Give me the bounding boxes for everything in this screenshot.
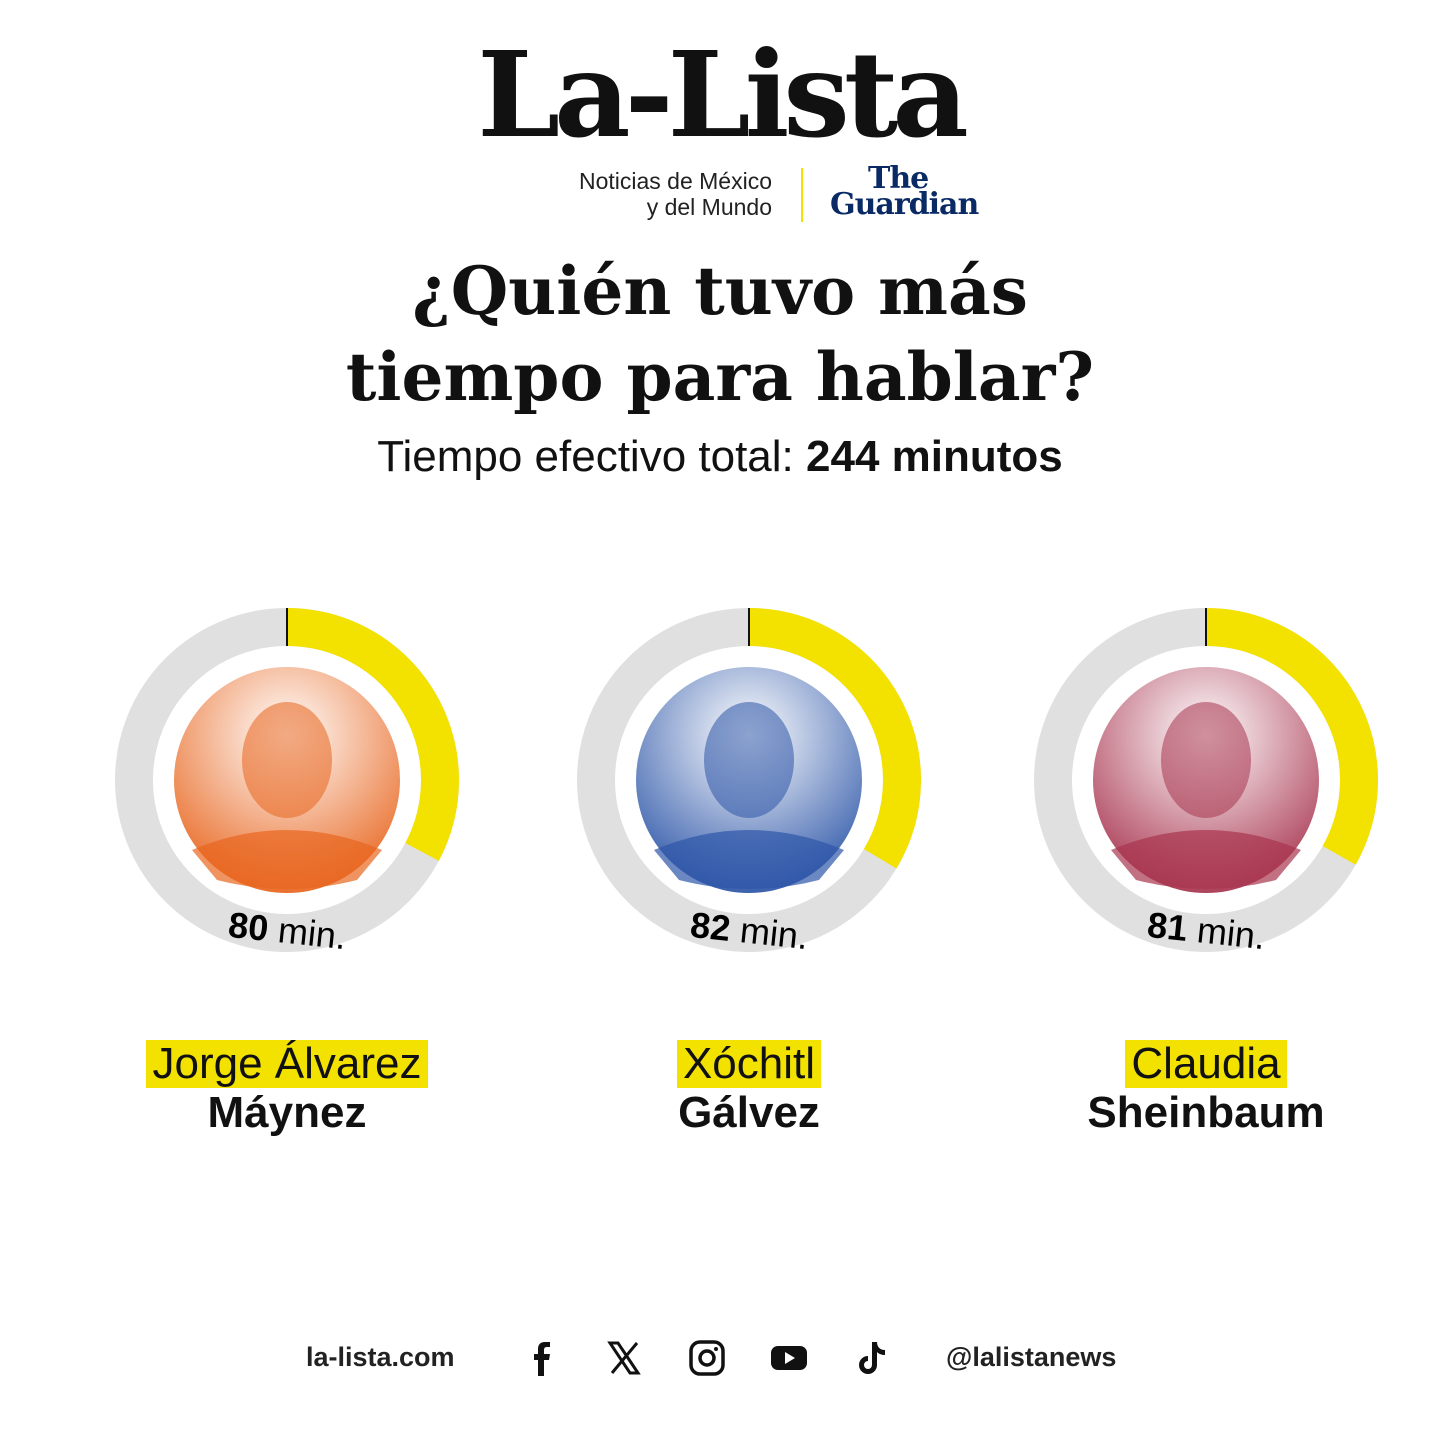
page-title: ¿Quién tuvo más tiempo para hablar?	[345, 252, 1095, 416]
x-icon[interactable]	[604, 1338, 644, 1378]
first-name: Claudia	[1125, 1040, 1287, 1088]
candidate-name: Xóchitl Gálvez	[529, 1040, 969, 1138]
minutes-unit: min.	[738, 909, 810, 957]
footer: la-lista.com @lalistanews	[0, 1336, 1440, 1380]
candidate-name: Jorge Álvarez Máynez	[67, 1040, 507, 1138]
instagram-icon[interactable]	[687, 1338, 727, 1378]
minutes-label: 81 min.	[1145, 904, 1267, 957]
website-link[interactable]: la-lista.com	[306, 1342, 455, 1372]
tiktok-icon[interactable]	[851, 1338, 891, 1378]
guardian-logo: The Guardian	[830, 161, 979, 222]
divider	[801, 168, 803, 222]
donut-value-arc	[1205, 608, 1378, 865]
photo-shoulders	[654, 830, 844, 889]
minutes-label: 80 min.	[226, 904, 348, 957]
minutes-value: 80	[226, 904, 280, 950]
minutes-label: 82 min.	[688, 904, 810, 957]
first-name: Xóchitl	[676, 1040, 822, 1088]
last-name: Gálvez	[678, 1088, 820, 1137]
social-handle[interactable]: @lalistanews	[946, 1342, 1117, 1372]
last-name: Sheinbaum	[1087, 1088, 1325, 1137]
minutes-unit: min.	[276, 909, 348, 957]
first-name: Jorge Álvarez	[146, 1040, 428, 1088]
minutes-value: 82	[688, 904, 742, 950]
minutes-value: 81	[1145, 904, 1199, 950]
minutes-unit: min.	[1195, 909, 1267, 957]
la-lista-logo: La-Lista	[0, 30, 1440, 160]
donut-value-arc	[748, 608, 921, 869]
photo-face	[704, 702, 794, 818]
candidate-name: Claudia Sheinbaum	[986, 1040, 1426, 1138]
photo-shoulders	[192, 830, 382, 889]
donut-value-arc	[286, 608, 459, 861]
youtube-icon[interactable]	[769, 1338, 809, 1378]
photo-face	[1161, 702, 1251, 818]
donut-charts: 80 min. 82 min. 81 min.	[115, 608, 1378, 957]
total-minutes: 244 minutos	[806, 432, 1063, 481]
last-name: Máynez	[207, 1088, 367, 1137]
tagline: Noticias de México y del Mundo	[578, 168, 772, 220]
photo-face	[242, 702, 332, 818]
photo-shoulders	[1111, 830, 1301, 889]
subtitle: Tiempo efectivo total: 244 minutos	[377, 432, 1063, 481]
facebook-icon[interactable]	[522, 1338, 562, 1378]
